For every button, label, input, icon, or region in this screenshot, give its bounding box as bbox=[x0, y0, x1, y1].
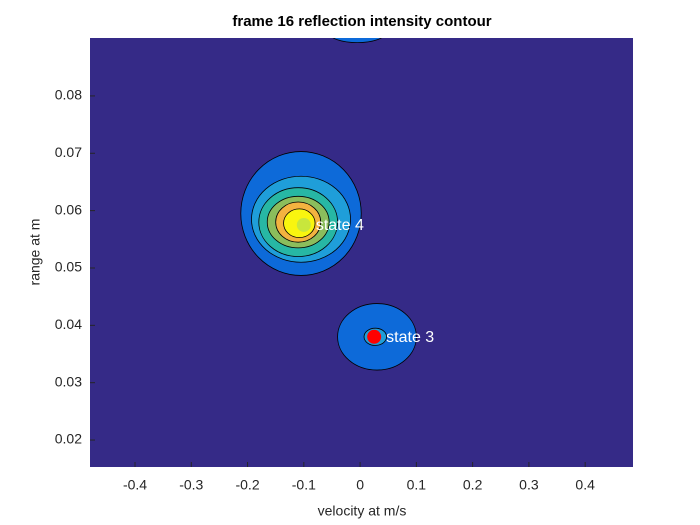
x-tick-label: -0.2 bbox=[235, 477, 259, 493]
x-tick-label: 0.4 bbox=[575, 477, 595, 493]
plot-area bbox=[90, 38, 633, 467]
y-tick-label: 0.06 bbox=[55, 201, 82, 217]
x-tick-label: -0.4 bbox=[123, 477, 147, 493]
y-tick-label: 0.05 bbox=[55, 259, 82, 275]
y-tick-label: 0.07 bbox=[55, 144, 82, 160]
background bbox=[90, 38, 633, 467]
state-point bbox=[367, 329, 382, 344]
contour-level bbox=[332, 38, 382, 43]
x-tick-label: -0.1 bbox=[292, 477, 316, 493]
x-axis-label: velocity at m/s bbox=[318, 503, 407, 519]
overlay: state 4 state 3 -0.4 -0.3 -0.2 -0.1 0 0.1 0.2 0.3… bbox=[55, 87, 595, 493]
x-tick-label: 0.3 bbox=[519, 477, 539, 493]
x-tick-label: 0.2 bbox=[463, 477, 483, 493]
point-label: state 4 bbox=[316, 217, 364, 234]
x-tick-label: 0 bbox=[356, 477, 364, 493]
y-tick-label: 0.03 bbox=[55, 373, 82, 389]
y-axis-label: range at m bbox=[27, 219, 43, 286]
point-label: state 3 bbox=[386, 329, 434, 346]
y-tick-label: 0.04 bbox=[55, 316, 82, 332]
x-tick-label: 0.1 bbox=[407, 477, 427, 493]
y-tick-label: 0.02 bbox=[55, 431, 82, 447]
state-point bbox=[296, 217, 311, 232]
chart-title: frame 16 reflection intensity contour bbox=[232, 13, 491, 30]
x-tick-label: -0.3 bbox=[179, 477, 203, 493]
y-tick-label: 0.08 bbox=[55, 87, 82, 103]
